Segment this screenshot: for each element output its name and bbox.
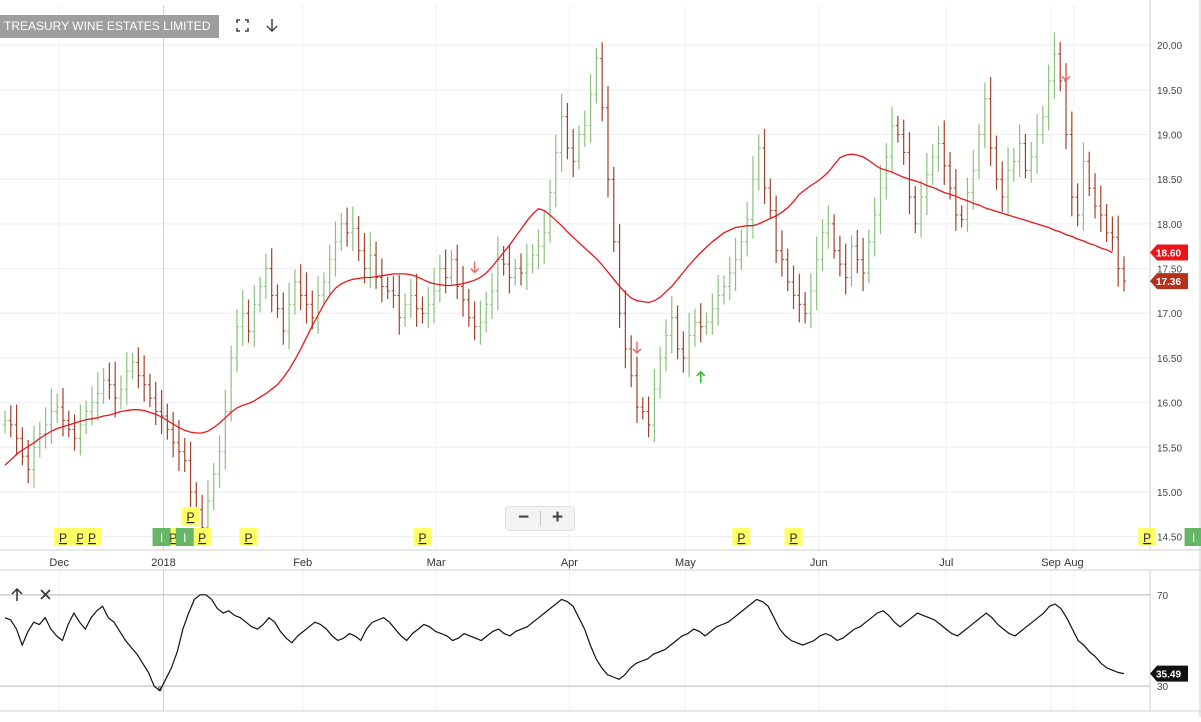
price-tick-label: 20.00 [1157,41,1182,52]
oscillator-value-tag-text: 35.49 [1156,670,1181,681]
price-tick-label: 16.50 [1157,354,1182,365]
event-marker-label[interactable]: P [76,531,84,545]
zoom-controls: − + [505,506,575,531]
symbol-title: TREASURY WINE ESTATES LIMITED [0,15,220,38]
event-marker-label[interactable]: P [59,531,67,545]
x-tick-label: Apr [561,557,578,569]
x-tick-label: Dec [49,557,69,569]
osc-tick-label: 70 [1157,591,1169,602]
x-tick-label: Sep [1041,557,1061,569]
event-marker-p[interactable] [53,528,72,546]
event-marker-p[interactable] [413,528,432,546]
oscillator-value-tag [1150,665,1188,682]
expand-icon[interactable] [236,19,249,35]
close-icon[interactable] [39,588,52,605]
event-marker-label[interactable]: P [737,531,745,545]
last-price-tag [1150,273,1188,290]
event-marker-label[interactable]: P [187,510,195,524]
price-tick-label: 18.50 [1157,175,1182,186]
price-tick-label: 15.00 [1157,488,1182,499]
price-tick-label: 14.50 [1157,533,1182,544]
last-price-tag-text: 17.36 [1156,277,1181,288]
price-tick-label: 19.00 [1157,131,1182,142]
price-tick-label: 19.50 [1157,86,1182,97]
event-marker-label[interactable]: P [245,531,253,545]
x-tick-label: Jul [939,557,953,569]
event-marker-p[interactable] [1138,528,1157,546]
x-tick-label: 2018 [151,557,175,569]
event-marker-p[interactable] [82,528,101,546]
price-tick-label: 15.50 [1157,443,1182,454]
event-marker-label[interactable]: P [790,531,798,545]
sell-signal-arrow [1061,69,1071,82]
event-marker-p[interactable] [732,528,751,546]
sell-signal-arrow [632,341,642,354]
sell-signal-arrow [470,261,480,274]
event-marker-label[interactable]: I [1192,531,1195,545]
event-marker-i[interactable] [152,528,171,546]
event-marker-label[interactable]: P [88,531,96,545]
price-tick-label: 16.00 [1157,399,1182,410]
event-marker-label[interactable]: P [169,531,177,545]
event-marker-i[interactable] [175,528,194,546]
buy-signal-arrow [696,370,706,383]
moving-average-line [4,153,1113,466]
price-tick-label: 17.00 [1157,309,1182,320]
x-tick-label: Aug [1064,557,1084,569]
zoom-in-button[interactable]: + [551,507,564,528]
moving-average-value-tag [1150,244,1188,261]
event-marker-label[interactable]: P [1143,531,1151,545]
event-marker-label[interactable]: P [418,531,426,545]
event-marker-p[interactable] [784,528,803,546]
zoom-separator [540,511,541,526]
x-tick-label: Jun [810,557,828,569]
moving-average-value-tag-text: 18.60 [1156,248,1181,259]
osc-tick-label: 30 [1157,682,1169,693]
arrow-down-icon[interactable] [265,18,279,36]
zoom-out-button[interactable]: − [517,507,530,528]
oscillator-line [4,594,1125,692]
x-tick-label: Mar [427,557,446,569]
event-marker-label[interactable]: I [160,531,163,545]
event-marker-label[interactable]: I [183,531,186,545]
x-tick-label: Feb [293,557,312,569]
event-marker-p[interactable] [181,507,200,525]
event-marker-label[interactable]: P [198,531,206,545]
event-marker-i[interactable] [1184,528,1201,546]
arrow-up-icon[interactable] [10,587,24,606]
oversold-shade [157,686,162,691]
price-tick-label: 18.00 [1157,220,1182,231]
event-marker-p[interactable] [193,528,212,546]
event-marker-p[interactable] [239,528,258,546]
price-tick-label: 17.50 [1157,265,1182,276]
x-tick-label: May [675,557,696,569]
